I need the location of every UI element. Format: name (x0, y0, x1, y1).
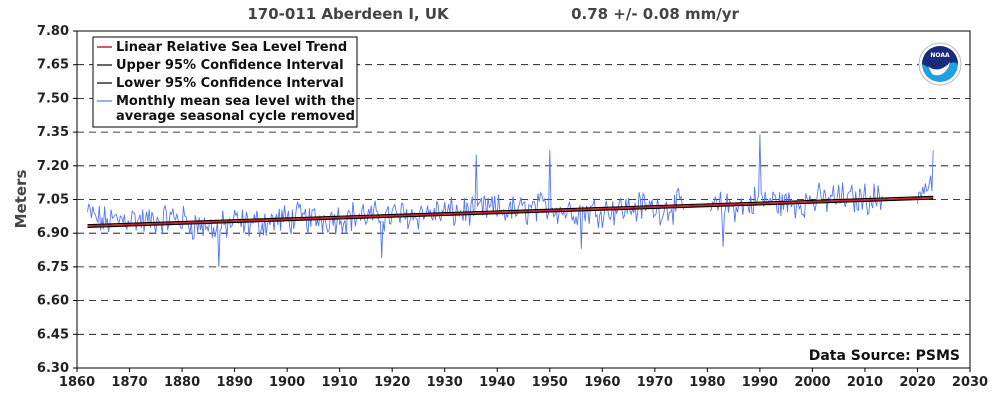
y-tick-label: 6.75 (37, 260, 69, 275)
x-tick-label: 1970 (637, 375, 673, 390)
lower-confidence-line (87, 198, 934, 228)
x-tick-label: 1890 (216, 375, 252, 390)
upper-confidence-line (87, 195, 934, 226)
y-tick-label: 6.30 (37, 361, 69, 376)
y-tick-label: 7.35 (37, 125, 69, 140)
legend-label-lower: Lower 95% Confidence Interval (116, 76, 344, 91)
y-tick-label: 7.05 (37, 193, 69, 208)
linear-trend-line (87, 196, 934, 227)
monthly-mean-sea-level-line (87, 150, 685, 267)
y-tick-label: 6.45 (37, 327, 69, 342)
legend-label-monthly-2: average seasonal cycle removed (116, 109, 355, 124)
chart-title-station: 170-011 Aberdeen I, UK (247, 5, 450, 23)
legend-box (92, 36, 358, 128)
x-tick-label: 1910 (322, 375, 358, 390)
x-tick-label: 1980 (689, 375, 725, 390)
legend: Linear Relative Sea Level Trend Upper 95… (92, 36, 358, 128)
chart-title-trend: 0.78 +/- 0.08 mm/yr (571, 5, 739, 23)
legend-label-upper: Upper 95% Confidence Interval (116, 58, 344, 73)
x-tick-label: 1940 (479, 375, 515, 390)
x-tick-label: 2010 (847, 375, 883, 390)
legend-label-trend: Linear Relative Sea Level Trend (116, 40, 347, 55)
x-tick-label: 1870 (111, 375, 147, 390)
y-tick-label: 6.90 (37, 226, 69, 241)
y-axis: 6.30 6.45 6.60 6.75 6.90 7.05 7.20 7.35 7.50 7.65… (37, 24, 77, 376)
y-tick-label: 6.60 (37, 294, 69, 309)
y-tick-label: 7.65 (37, 58, 69, 73)
x-tick-label: 1880 (164, 375, 200, 390)
x-tick-label: 1900 (269, 375, 305, 390)
y-tick-label: 7.20 (37, 159, 69, 174)
y-tick-label: 7.80 (37, 24, 69, 39)
noaa-logo-icon: NOAA (918, 42, 962, 86)
y-tick-label: 7.50 (37, 91, 69, 106)
x-tick-label: 2020 (899, 375, 935, 390)
x-tick-label: 1960 (584, 375, 620, 390)
x-tick-label: 1920 (374, 375, 410, 390)
grid-lines (77, 64, 970, 335)
monthly-mean-sea-level-line (917, 150, 934, 204)
x-tick-label: 1860 (59, 375, 95, 390)
noaa-logo-text: NOAA (930, 52, 950, 59)
x-tick-label: 2030 (952, 375, 988, 390)
data-series (87, 134, 934, 267)
legend-label-monthly-1: Monthly mean sea level with the (116, 94, 355, 109)
x-tick-label: 1950 (532, 375, 568, 390)
x-tick-label: 1930 (427, 375, 463, 390)
x-tick-label: 2000 (794, 375, 830, 390)
data-source-label: Data Source: PSMS (809, 348, 960, 364)
x-tick-label: 1990 (742, 375, 778, 390)
y-axis-label: Meters (12, 170, 30, 229)
x-axis: 1860 1870 1880 1890 1900 1910 1920 1930 1940 1950… (59, 368, 988, 390)
